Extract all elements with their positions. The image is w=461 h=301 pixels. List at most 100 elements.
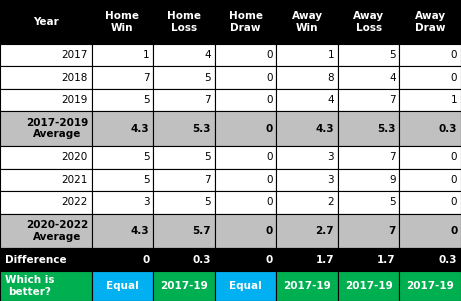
Bar [215,0,276,44]
Text: 4: 4 [328,95,334,105]
Bar [215,169,276,191]
Bar [153,214,215,248]
Bar [0,89,92,111]
Text: Equal: Equal [106,281,139,291]
Bar [215,89,276,111]
Bar [215,191,276,214]
Bar [153,248,215,271]
Bar [92,66,153,89]
Bar [276,248,338,271]
Text: 0: 0 [266,226,272,236]
Bar [0,248,92,271]
Text: 2022: 2022 [62,197,88,207]
Bar [153,271,215,301]
Text: 1.7: 1.7 [377,255,396,265]
Text: 2017: 2017 [62,50,88,60]
Bar [92,89,153,111]
Text: 2: 2 [328,197,334,207]
Bar [153,146,215,169]
Text: 0: 0 [266,255,272,265]
Bar [399,111,461,146]
Text: 1: 1 [451,95,457,105]
Text: 0: 0 [266,50,272,60]
Text: 7: 7 [389,95,396,105]
Bar [92,169,153,191]
Text: 5: 5 [143,152,149,162]
Text: 3: 3 [328,152,334,162]
Text: 0: 0 [451,197,457,207]
Bar [399,66,461,89]
Bar [0,169,92,191]
Bar [153,191,215,214]
Text: 5: 5 [389,50,396,60]
Text: 0: 0 [451,175,457,185]
Text: 0.3: 0.3 [439,255,457,265]
Bar [0,271,92,301]
Bar [338,89,399,111]
Text: 5: 5 [389,197,396,207]
Text: 2020: 2020 [62,152,88,162]
Text: 5.7: 5.7 [192,226,211,236]
Text: Equal: Equal [229,281,262,291]
Bar [92,0,153,44]
Bar [215,111,276,146]
Bar [153,111,215,146]
Bar [92,146,153,169]
Bar [153,66,215,89]
Bar [399,169,461,191]
Text: 1.7: 1.7 [316,255,334,265]
Bar [92,111,153,146]
Text: Home
Win: Home Win [106,11,139,33]
Bar [399,271,461,301]
Text: Year: Year [33,17,59,27]
Text: 0: 0 [451,50,457,60]
Text: 5: 5 [204,73,211,82]
Bar [276,191,338,214]
Bar [338,214,399,248]
Bar [92,248,153,271]
Bar [399,44,461,66]
Text: Home
Loss: Home Loss [167,11,201,33]
Bar [153,0,215,44]
Text: 7: 7 [388,226,396,236]
Bar [276,146,338,169]
Bar [338,169,399,191]
Text: 2017-2019
Average: 2017-2019 Average [26,118,88,139]
Bar [92,44,153,66]
Text: 0.3: 0.3 [193,255,211,265]
Text: 3: 3 [328,175,334,185]
Text: 7: 7 [204,175,211,185]
Bar [276,169,338,191]
Text: 2017-19: 2017-19 [406,281,454,291]
Bar [0,111,92,146]
Text: 2017-19: 2017-19 [160,281,208,291]
Text: Away
Loss: Away Loss [353,11,384,33]
Text: 0: 0 [266,124,272,134]
Bar [399,191,461,214]
Text: 3: 3 [143,197,149,207]
Bar [276,66,338,89]
Text: Difference: Difference [5,255,66,265]
Text: 0: 0 [266,152,272,162]
Bar [215,271,276,301]
Bar [92,271,153,301]
Text: 2017-19: 2017-19 [345,281,392,291]
Bar [276,89,338,111]
Text: Away
Win: Away Win [291,11,323,33]
Text: 0: 0 [142,255,149,265]
Text: 0: 0 [451,152,457,162]
Bar [276,0,338,44]
Text: 7: 7 [143,73,149,82]
Bar [215,248,276,271]
Bar [276,214,338,248]
Text: Away
Draw: Away Draw [414,11,446,33]
Text: 5.3: 5.3 [193,124,211,134]
Text: 4: 4 [204,50,211,60]
Text: 1: 1 [143,50,149,60]
Text: 5: 5 [204,152,211,162]
Text: Which is
better?: Which is better? [5,275,54,297]
Bar [0,0,92,44]
Bar [276,44,338,66]
Bar [0,146,92,169]
Bar [276,111,338,146]
